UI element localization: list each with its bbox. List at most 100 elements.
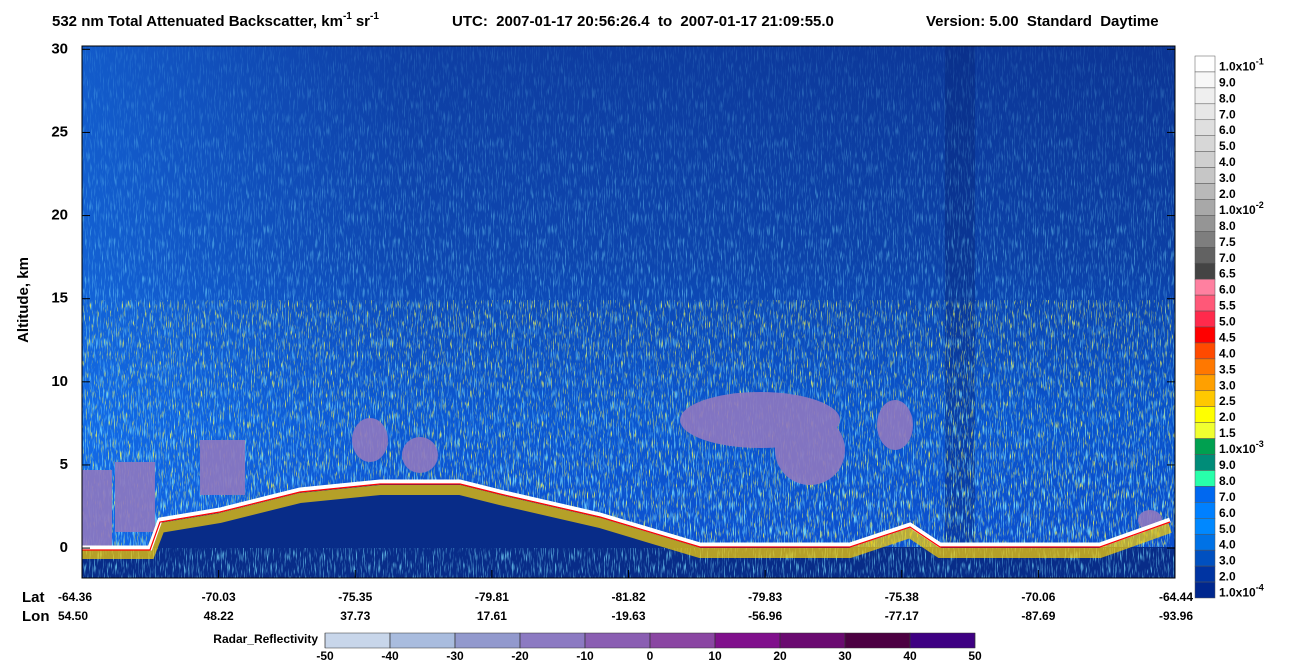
lat-tick-label: -70.03 — [202, 590, 236, 604]
colorbar-label-text: 3.5 — [1219, 363, 1236, 377]
colorbar-label-exp: -1 — [1256, 57, 1264, 67]
colorbar-label-text: 5.0 — [1219, 315, 1236, 329]
radar-swatch — [649, 632, 716, 649]
radar-tick-label: -50 — [316, 649, 334, 663]
colorbar-swatch — [1194, 342, 1216, 360]
colorbar-swatch — [1194, 581, 1216, 599]
colorbar-label: 4.5 — [1219, 331, 1236, 345]
radar-tick-label: -10 — [576, 649, 594, 663]
colorbar-label: 8.0 — [1219, 219, 1236, 233]
colorbar-label-text: 7.0 — [1219, 251, 1236, 265]
colorbar-label-text: 1.0x10 — [1219, 60, 1256, 74]
lat-tick-label: -75.35 — [338, 590, 372, 604]
radar-tick-label: 40 — [903, 649, 917, 663]
colorbar-label-text: 6.0 — [1219, 506, 1236, 520]
radar-tick-label: 10 — [708, 649, 722, 663]
colorbar-label: 4.0 — [1219, 538, 1236, 552]
colorbar-swatch — [1194, 310, 1216, 328]
radar-tick-label: 20 — [773, 649, 787, 663]
colorbar-swatch — [1194, 215, 1216, 232]
colorbar-label: 5.0 — [1219, 139, 1236, 153]
colorbar-swatch — [1194, 438, 1216, 455]
lat-tick-label: -64.44 — [1159, 590, 1193, 604]
colorbar-swatch — [1194, 486, 1216, 503]
colorbar-label: 4.0 — [1219, 347, 1236, 361]
radar-swatch — [584, 632, 651, 649]
radar-tick-label: 30 — [838, 649, 852, 663]
colorbar-label: 3.0 — [1219, 378, 1236, 392]
colorbar-swatch — [1194, 518, 1216, 535]
colorbar-swatch — [1194, 565, 1216, 583]
colorbar-label: 2.0 — [1219, 187, 1236, 201]
colorbar-label: 1.5 — [1219, 426, 1236, 440]
colorbar-swatch — [1194, 294, 1216, 312]
colorbar-label-text: 1.0x10 — [1219, 442, 1256, 456]
colorbar-label: 2.5 — [1219, 394, 1236, 408]
radar-tick-label: -30 — [446, 649, 464, 663]
colorbar-label-exp: -4 — [1256, 583, 1264, 593]
colorbar-label-text: 9.0 — [1219, 76, 1236, 90]
lat-label: Lat — [22, 589, 45, 606]
colorbar-swatch — [1194, 167, 1216, 184]
colorbar-swatch — [1194, 374, 1216, 392]
colorbar-swatch — [1194, 470, 1216, 487]
lon-tick-label: 54.50 — [58, 609, 88, 623]
lon-tick-label: 37.73 — [340, 609, 370, 623]
colorbar-label-exp: -2 — [1256, 200, 1264, 210]
colorbar-label-text: 6.0 — [1219, 123, 1236, 137]
colorbar-label-text: 9.0 — [1219, 458, 1236, 472]
colorbar-label-text: 6.5 — [1219, 267, 1236, 281]
lon-tick-label: 48.22 — [204, 609, 234, 623]
colorbar-label: 8.0 — [1219, 474, 1236, 488]
radar-swatch — [324, 632, 391, 649]
colorbar-label: 1.0x10-2 — [1219, 200, 1264, 217]
colorbar-label-text: 1.0x10 — [1219, 203, 1256, 217]
colorbar-label: 1.0x10-1 — [1219, 57, 1264, 74]
radar-tick-label: 50 — [968, 649, 982, 663]
colorbar-label: 9.0 — [1219, 458, 1236, 472]
colorbar-label: 5.0 — [1219, 315, 1236, 329]
colorbar-label-text: 8.0 — [1219, 219, 1236, 233]
colorbar-label-text: 2.5 — [1219, 394, 1236, 408]
colorbar-label: 3.0 — [1219, 554, 1236, 568]
colorbar-label-text: 3.0 — [1219, 171, 1236, 185]
colorbar-label-text: 2.0 — [1219, 570, 1236, 584]
colorbar-label: 3.0 — [1219, 171, 1236, 185]
lat-tick-label: -64.36 — [58, 590, 92, 604]
colorbar-swatch — [1194, 533, 1216, 551]
colorbar-swatch — [1194, 262, 1216, 280]
colorbar-swatch — [1194, 422, 1216, 439]
curtain-image — [82, 46, 1175, 578]
colorbar-label: 2.0 — [1219, 570, 1236, 584]
colorbar-label-text: 3.0 — [1219, 554, 1236, 568]
chart-title: 532 nm Total Attenuated Backscatter, km-… — [52, 11, 379, 30]
colorbar-label-text: 4.5 — [1219, 331, 1236, 345]
colorbar-swatch — [1194, 87, 1216, 105]
colorbar-swatch — [1194, 55, 1216, 73]
colorbar-swatch — [1194, 278, 1216, 296]
colorbar-label: 6.0 — [1219, 283, 1236, 297]
colorbar-label-text: 4.0 — [1219, 538, 1236, 552]
y-tick-label: 30 — [51, 40, 68, 57]
radar-tick-label: -20 — [511, 649, 529, 663]
colorbar-label-text: 6.0 — [1219, 283, 1236, 297]
colorbar-swatch — [1194, 247, 1216, 264]
colorbar-label-text: 7.5 — [1219, 235, 1236, 249]
radar-swatch — [844, 632, 911, 649]
colorbar-label-text: 3.0 — [1219, 378, 1236, 392]
lon-tick-label: 17.61 — [477, 609, 507, 623]
lon-label: Lon — [22, 608, 50, 625]
radar-label: Radar_Reflectivity — [213, 632, 318, 646]
colorbar-label-text: 8.0 — [1219, 92, 1236, 106]
lat-tick-label: -79.83 — [748, 590, 782, 604]
colorbar-label: 3.5 — [1219, 363, 1236, 377]
colorbar-label-text: 4.0 — [1219, 155, 1236, 169]
colorbar-label-text: 2.0 — [1219, 187, 1236, 201]
radar-swatch — [519, 632, 586, 649]
colorbar-swatch — [1194, 103, 1216, 121]
colorbar-swatch — [1194, 119, 1216, 136]
colorbar-swatch — [1194, 326, 1216, 344]
radar-swatch — [909, 632, 976, 649]
colorbar-label: 6.0 — [1219, 506, 1236, 520]
colorbar-label: 5.0 — [1219, 522, 1236, 536]
